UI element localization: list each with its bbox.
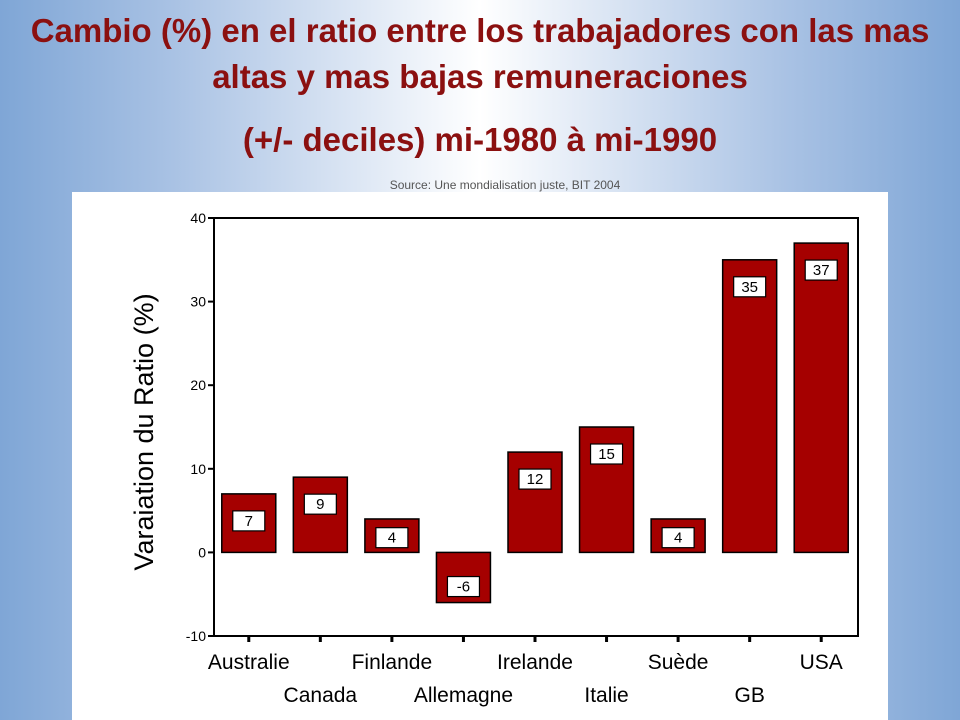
bar xyxy=(793,242,849,554)
data-label-box xyxy=(733,276,767,298)
x-tick-label: Allemagne xyxy=(414,684,513,707)
bar xyxy=(292,476,349,554)
data-label-box xyxy=(375,527,409,549)
x-tick-label: Canada xyxy=(284,684,358,707)
x-tick-label: GB xyxy=(734,684,764,707)
data-label: 35 xyxy=(741,279,758,296)
y-tick-label: 30 xyxy=(190,294,206,310)
chart-axes: -10 0 10 20 30 40 Australie Canada Finlande Allem… xyxy=(186,210,859,707)
data-label: 4 xyxy=(388,530,396,547)
data-label: -6 xyxy=(457,579,470,596)
data-label: 7 xyxy=(245,513,253,530)
chart-bars xyxy=(221,242,849,604)
x-tick-label: Italie xyxy=(584,684,628,707)
data-label: 4 xyxy=(674,530,682,547)
chart-value-labels: 7 9 4 -6 12 15 4 35 37 xyxy=(232,259,838,598)
y-tick-label: 40 xyxy=(190,210,206,226)
y-tick-label: 10 xyxy=(190,461,206,477)
data-label: 15 xyxy=(598,446,615,463)
x-tick-label: Australie xyxy=(208,651,290,674)
chart-subtitle: (+/- deciles) mi-1980 à mi-1990 xyxy=(242,121,718,158)
data-label-box xyxy=(232,510,266,532)
data-label-box xyxy=(589,443,624,465)
data-label: 12 xyxy=(527,471,544,488)
x-tick-label: Irelande xyxy=(497,651,573,674)
x-tick-label: Finlande xyxy=(352,651,433,674)
x-tick-label: Suède xyxy=(648,651,709,674)
bar xyxy=(721,259,778,554)
data-label: 37 xyxy=(813,262,830,279)
bar xyxy=(507,451,563,554)
data-label: 9 xyxy=(316,496,324,513)
data-label-box xyxy=(446,575,481,598)
data-label-box xyxy=(661,527,695,549)
data-label-box xyxy=(804,259,838,281)
chart-title: Cambio (%) en el ratio entre los trabaja… xyxy=(30,12,930,95)
source-note: Source: Une mondialisation juste, BIT 20… xyxy=(389,178,621,192)
x-tick-label: USA xyxy=(800,651,843,674)
bar-chart: -10 0 10 20 30 40 Australie Canada Finlande Allem… xyxy=(129,210,859,707)
y-axis-label: Varaiation du Ratio (%) xyxy=(129,293,159,570)
y-tick-label: 0 xyxy=(198,544,206,560)
chart-panel: -10 0 10 20 30 40 Australie Canada Finlande Allem… xyxy=(72,192,888,720)
data-label-box xyxy=(518,468,552,490)
y-tick-label: 20 xyxy=(190,377,206,393)
y-tick-label: -10 xyxy=(186,628,206,644)
data-label-box xyxy=(303,493,337,515)
